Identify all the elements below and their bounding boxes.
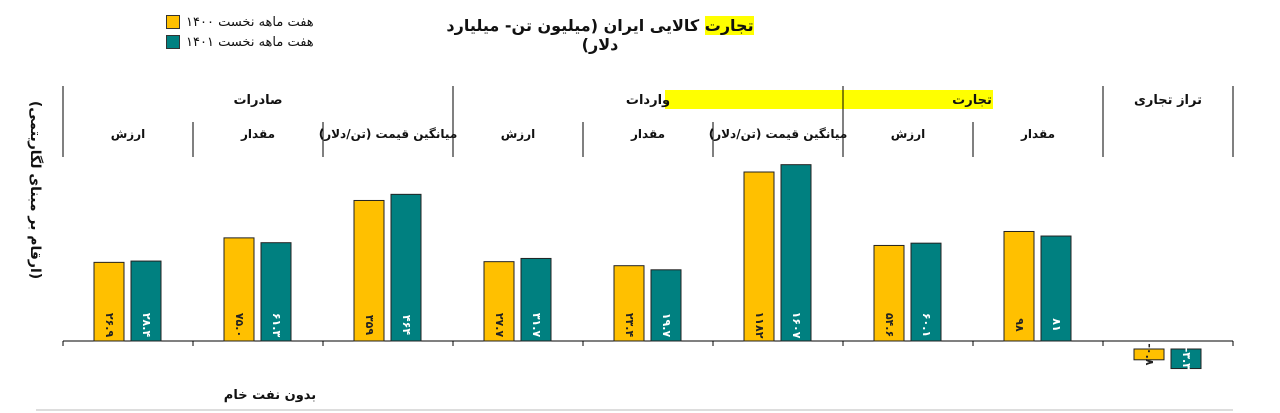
bar-value-label: ۲۸.۴ <box>140 313 153 338</box>
category-label: میانگین قیمت (تن/دلار) <box>319 127 458 141</box>
bar-value-label: ۹۸ <box>1013 318 1026 332</box>
bar <box>1133 348 1165 361</box>
bar-value-label: ۱۹.۷ <box>660 313 673 338</box>
bar <box>873 244 905 342</box>
category-label: میانگین قیمت (تن/دلار) <box>709 127 848 141</box>
bar-value-label: ۵۴.۶ <box>883 313 896 337</box>
group-label: تجارت <box>952 93 992 108</box>
category-label: مقدار <box>630 127 665 141</box>
bar <box>353 199 385 342</box>
group-label: صادرات <box>233 93 282 108</box>
bar-value-label: ۶۱.۳ <box>270 313 283 338</box>
y-axis-label: (ارقام بر مبنای لگاریتمی) <box>20 101 50 279</box>
bar-value-label: ۴۶۴ <box>400 315 413 335</box>
legend-swatch-1401 <box>166 35 180 49</box>
bar <box>390 193 422 342</box>
category-label: ارزش <box>111 127 146 141</box>
bar <box>910 242 942 342</box>
category-label: مقدار <box>240 127 275 141</box>
bar <box>520 257 552 342</box>
bar-value-label: ۲۳.۴ <box>623 313 636 338</box>
title-rest: کالایی ایران (میلیون تن- میلیارد دلار) <box>446 16 705 54</box>
bar <box>260 242 292 342</box>
legend-label-1401: هفت ماهه نخست ۱۴۰۱ <box>186 34 314 50</box>
header-highlight-trade <box>843 90 993 109</box>
category-label: مقدار <box>1020 127 1055 141</box>
bar <box>1040 235 1072 342</box>
category-label: ارزش <box>891 127 926 141</box>
bar <box>93 261 125 342</box>
bar <box>780 164 812 342</box>
bar-value-label: ۶۰.۱ <box>920 313 933 337</box>
legend-item-1400: هفت ماهه نخست ۱۴۰۰ <box>166 12 314 32</box>
group-label: واردات <box>626 93 670 108</box>
bar <box>743 171 775 342</box>
category-label: ارزش <box>501 127 536 141</box>
bar <box>130 260 162 342</box>
y-axis-label-text: (ارقام بر مبنای لگاریتمی) <box>27 100 43 280</box>
group-label: تراز تجاری <box>1134 93 1202 108</box>
bar-value-label: ۳۵۹ <box>363 315 376 335</box>
bar <box>650 269 682 342</box>
bar-value-label: ۱۶۰۷ <box>790 312 803 339</box>
chart-legend: هفت ماهه نخست ۱۴۰۰ هفت ماهه نخست ۱۴۰۱ <box>166 12 314 52</box>
bar <box>1003 230 1035 342</box>
bar-value-label: ۷۵.۰ <box>233 313 246 337</box>
legend-label-1400: هفت ماهه نخست ۱۴۰۰ <box>186 14 314 30</box>
bar <box>223 237 255 342</box>
bar <box>483 261 515 342</box>
title-highlight: تجارت <box>704 16 754 35</box>
bar-value-label: ۱۱۸۲ <box>753 312 766 339</box>
bar <box>1170 348 1202 370</box>
legend-item-1401: هفت ماهه نخست ۱۴۰۱ <box>166 32 314 52</box>
bar-value-label: ۸۱ <box>1050 318 1063 331</box>
bar <box>613 265 645 342</box>
footnote: بدون نفت خام <box>223 388 317 403</box>
bar-value-label: ۲۷.۷ <box>493 313 506 338</box>
bar-value-label: ۳۱.۷ <box>530 313 543 338</box>
bar-value-label: -۳.۳ <box>1180 348 1193 370</box>
legend-swatch-1400 <box>166 15 180 29</box>
header-highlight-imports <box>665 90 843 109</box>
bar-value-label: -۰.۸ <box>1143 343 1156 365</box>
chart-title: تجارت کالایی ایران (میلیون تن- میلیارد د… <box>430 16 770 54</box>
bar-value-label: ۲۶.۹ <box>103 313 116 338</box>
